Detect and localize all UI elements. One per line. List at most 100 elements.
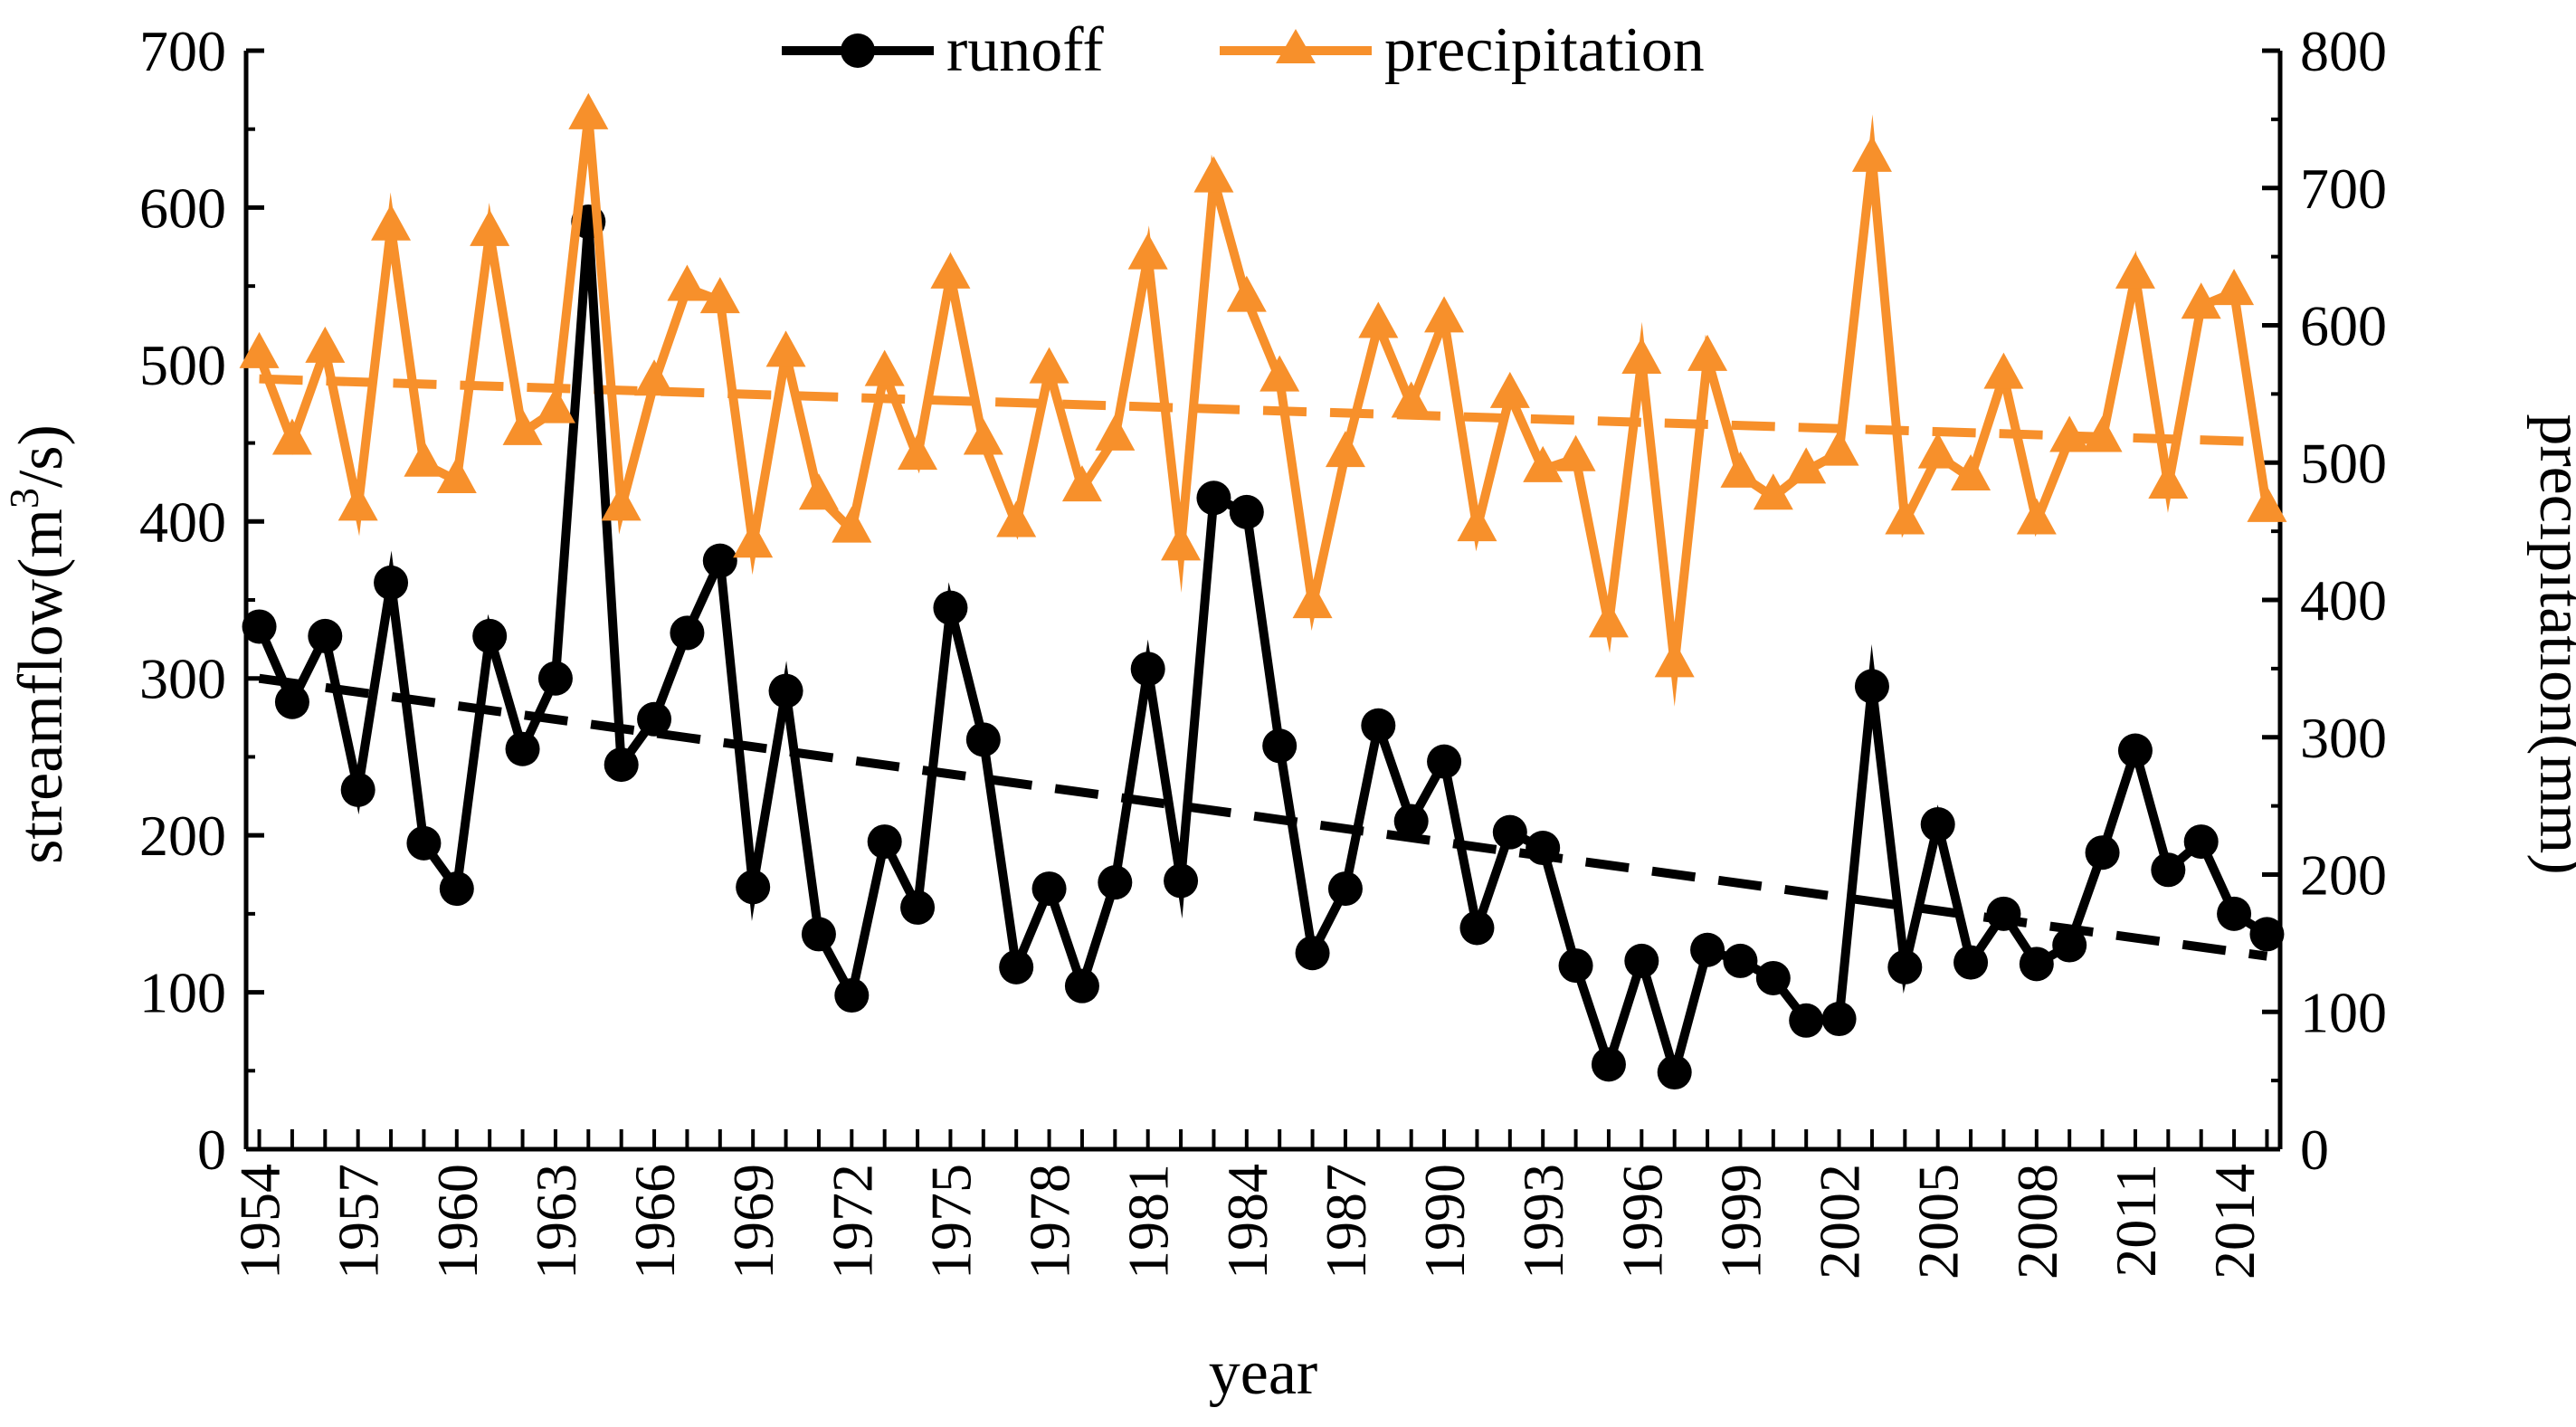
x-tick-label: 1993	[1511, 1164, 1575, 1280]
precipitation-point	[1095, 414, 1136, 451]
precipitation-point	[930, 252, 971, 289]
precipitation-point	[1786, 447, 1827, 484]
runoff-point	[374, 565, 409, 600]
precipitation-point	[996, 500, 1037, 538]
runoff-point	[1690, 932, 1725, 967]
y-axis-left-title: streamflow(m3/s)	[1, 424, 76, 864]
y-right-tick-label: 600	[2300, 294, 2387, 358]
runoff-point	[1327, 871, 1363, 907]
x-tick-label: 1981	[1117, 1164, 1181, 1280]
runoff-point	[274, 684, 309, 719]
runoff-point	[1887, 949, 1923, 985]
precipitation-point	[271, 418, 312, 455]
y-right-tick-label: 0	[2300, 1118, 2329, 1182]
runoff-point	[2217, 896, 2252, 931]
precipitation-point	[667, 264, 708, 301]
precipitation-point	[2115, 252, 2155, 289]
precipitation-point	[1161, 524, 1202, 561]
x-tick-label: 1975	[918, 1164, 983, 1280]
precipitation-point	[733, 521, 774, 558]
precipitation-point	[765, 330, 806, 367]
runoff-series-line	[254, 221, 2270, 1089]
runoff-point	[1229, 494, 1264, 529]
runoff-point	[1196, 480, 1231, 516]
y-left-tick-label: 500	[139, 333, 226, 397]
precipitation-point	[2181, 282, 2221, 319]
runoff-point	[1755, 960, 1791, 995]
y-axis-left-title-base: streamflow(m	[6, 509, 76, 864]
precipitation-point	[832, 506, 872, 543]
precipitation-point	[1951, 453, 1991, 490]
series-layer	[239, 92, 2287, 1090]
runoff-trendline	[258, 673, 2268, 961]
runoff-point	[604, 747, 639, 783]
precipitation-point	[2148, 462, 2189, 499]
precipitation-point	[305, 326, 346, 363]
precipitation-point	[1193, 156, 1234, 193]
precipitation-point	[1325, 431, 1365, 468]
runoff-point	[1262, 728, 1298, 764]
runoff-point	[1558, 948, 1593, 984]
precipitation-point	[1292, 582, 1333, 619]
x-tick-label: 1978	[1018, 1164, 1082, 1280]
precipitation-point	[1753, 473, 1793, 510]
x-tick-label: 1966	[623, 1164, 687, 1280]
y-right-tick-label: 200	[2300, 843, 2387, 908]
precipitation-point	[2082, 415, 2123, 452]
precipitation-point	[568, 92, 609, 129]
runoff-point	[834, 978, 870, 1013]
runoff-point	[1624, 943, 1659, 978]
precipitation-point	[404, 440, 444, 477]
x-tick-label: 1972	[820, 1164, 884, 1280]
precipitation-point	[239, 331, 280, 368]
precipitation-point	[699, 277, 740, 314]
runoff-point	[1295, 936, 1330, 971]
runoff-point	[1591, 1047, 1626, 1082]
x-axis-title: year	[1209, 1338, 1317, 1408]
precipitation-point	[1489, 371, 1530, 408]
runoff-point	[340, 772, 375, 807]
precipitation-point	[1391, 381, 1431, 418]
precipitation-point	[1127, 233, 1168, 270]
x-tick-label: 1960	[425, 1164, 490, 1280]
y-right-tick-label: 400	[2300, 568, 2387, 633]
y-right-tick-label: 100	[2300, 980, 2387, 1044]
y-axis-left-title-tail: /s)	[6, 424, 76, 488]
runoff-point	[1789, 1003, 1824, 1038]
precipitation-point	[2214, 269, 2255, 306]
precipitation-point	[535, 386, 575, 423]
precipitation-point	[1720, 451, 1761, 488]
runoff-point	[1657, 1055, 1692, 1090]
runoff-point	[1986, 896, 2021, 931]
x-tick-label: 1987	[1314, 1164, 1378, 1280]
tick-labels: 0 100 200 300 400 500 600 700 0 100 200 300 400 500 60…	[139, 19, 2387, 1280]
precipitation-point	[1061, 465, 1102, 502]
legend-runoff-marker	[841, 33, 875, 68]
runoff-point	[867, 824, 902, 860]
precipitation-point	[601, 484, 642, 521]
runoff-point	[242, 609, 277, 644]
precipitation-point	[1029, 347, 1069, 384]
runoff-point	[2183, 824, 2219, 860]
runoff-point	[2117, 733, 2153, 768]
runoff-point	[1459, 910, 1495, 946]
legend: runoff precipitation	[782, 15, 1705, 85]
precipitation-point	[1654, 641, 1695, 678]
runoff-point	[1361, 708, 1396, 743]
runoff-point	[801, 917, 836, 952]
runoff-point	[702, 543, 737, 578]
x-tick-label: 1954	[228, 1164, 292, 1280]
precipitation-point	[1885, 498, 1925, 535]
precipitation-point	[898, 433, 938, 471]
precipitation-point	[963, 418, 1003, 455]
precipitation-point	[1687, 334, 1728, 371]
runoff-point	[308, 618, 343, 653]
axes	[243, 48, 2283, 1152]
runoff-point	[1723, 943, 1758, 978]
precipitation-point	[1424, 296, 1465, 333]
precipitation-point	[1555, 434, 1596, 471]
precipitation-point	[864, 349, 905, 386]
runoff-point	[2052, 928, 2087, 963]
legend-precipitation-marker	[1276, 29, 1316, 63]
